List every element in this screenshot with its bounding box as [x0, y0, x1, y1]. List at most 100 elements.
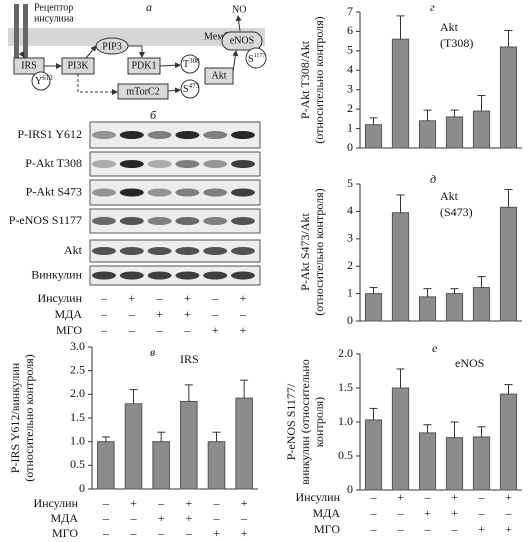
y-tick-label: 5 [347, 176, 353, 190]
annotation: (S473) [440, 205, 473, 219]
treatment-sign: + [158, 511, 165, 525]
treatment-sign: + [240, 291, 247, 305]
node [180, 54, 200, 74]
band [231, 188, 255, 197]
error-bar [477, 426, 486, 437]
treatment-label: МГО [52, 526, 78, 540]
label: Рецептор [34, 2, 73, 13]
treatment-sign: + [240, 323, 247, 337]
band [147, 217, 172, 225]
treatment-sign: – [213, 496, 221, 510]
treatment-label: МГО [314, 522, 340, 536]
y-axis-label: P-Akt T308/Akt [298, 40, 312, 119]
band [147, 247, 172, 255]
y-tick-label: 0.5 [338, 448, 353, 462]
treatment-sign: – [102, 526, 110, 540]
bar [152, 441, 170, 490]
treatment-label: Инсулин [295, 490, 340, 504]
node [117, 83, 169, 100]
treatment-sign: – [370, 490, 378, 504]
bar [180, 400, 198, 490]
band [231, 271, 255, 280]
arrow [128, 45, 145, 58]
band [147, 160, 172, 168]
treatment-sign: – [157, 526, 165, 540]
band [92, 131, 116, 139]
band [231, 217, 255, 225]
panel-letter: д [430, 172, 436, 186]
arrow [167, 87, 181, 94]
annotation: (T308) [440, 36, 473, 50]
label: Y [35, 76, 42, 87]
label: S473 [183, 82, 200, 96]
treatment-sign: – [478, 490, 486, 504]
label: T [183, 59, 189, 70]
label: Y612 [35, 74, 53, 88]
panel-letter: а [146, 0, 152, 14]
y-tick-label: 7 [347, 4, 353, 18]
y-tick-label: 5 [347, 43, 353, 57]
treatment-sign: – [213, 511, 221, 525]
label: PI3K [67, 60, 89, 71]
bar [445, 293, 464, 322]
treatment-sign: – [157, 496, 165, 510]
band [92, 217, 116, 225]
blot-label: P-IRS1 Y612 [17, 127, 82, 141]
error-bar [101, 436, 110, 442]
arrow [85, 45, 97, 59]
label: 1177 [254, 53, 266, 59]
treatment-sign: – [128, 323, 136, 337]
error-bar [504, 188, 513, 208]
blot [89, 265, 261, 286]
band [92, 160, 116, 168]
treatment-sign: – [156, 323, 164, 337]
bar [418, 120, 437, 149]
label: NO [232, 4, 246, 15]
label: 612 [42, 74, 53, 82]
treatment-sign: + [478, 522, 485, 536]
error-bar [396, 194, 405, 213]
treatment-sign: – [100, 323, 108, 337]
blot-label: P-Akt S473 [26, 184, 82, 198]
band [203, 188, 228, 197]
error-bar [129, 389, 138, 404]
treatment-sign: – [130, 511, 138, 525]
bar [499, 393, 518, 491]
bar [472, 110, 491, 149]
y-tick-label: 1.5 [338, 380, 353, 394]
blot-label: P-eNOS S1177 [9, 213, 82, 227]
annotation: eNOS [455, 356, 484, 370]
y-tick-label: 0 [347, 313, 353, 327]
treatment-label: МГО [56, 323, 82, 337]
bar [364, 124, 383, 149]
error-bar [477, 95, 486, 112]
error-bar [157, 431, 166, 442]
y-tick-label: 2.0 [338, 346, 353, 360]
node [221, 31, 263, 51]
treatment-label: Инсулин [33, 496, 78, 510]
panel-letter: в [150, 345, 155, 359]
membrane [8, 28, 265, 46]
treatment-sign: – [102, 511, 110, 525]
receptor [14, 4, 19, 58]
y-tick-label: 0.5 [70, 457, 85, 471]
treatment-sign: + [451, 506, 458, 520]
band [203, 160, 228, 168]
bar [445, 437, 464, 491]
treatment-sign: + [185, 496, 192, 510]
arrow [77, 74, 118, 95]
label: eNOS [230, 35, 254, 46]
bar [364, 419, 383, 491]
panel-a-diagram: Рецептор инсулина а Мембрана IRS Y612 PI… [8, 0, 267, 100]
treatment-sign: + [397, 490, 404, 504]
label: S [248, 54, 254, 65]
y-axis-label: P-eNOS S1177/ [284, 383, 298, 460]
y-tick-label: 4 [347, 203, 353, 217]
arrow [159, 62, 181, 69]
treatment-sign: – [128, 307, 136, 321]
band [203, 131, 228, 139]
error-bar [240, 379, 249, 399]
band [119, 247, 144, 255]
panel-letter: е [432, 341, 438, 355]
